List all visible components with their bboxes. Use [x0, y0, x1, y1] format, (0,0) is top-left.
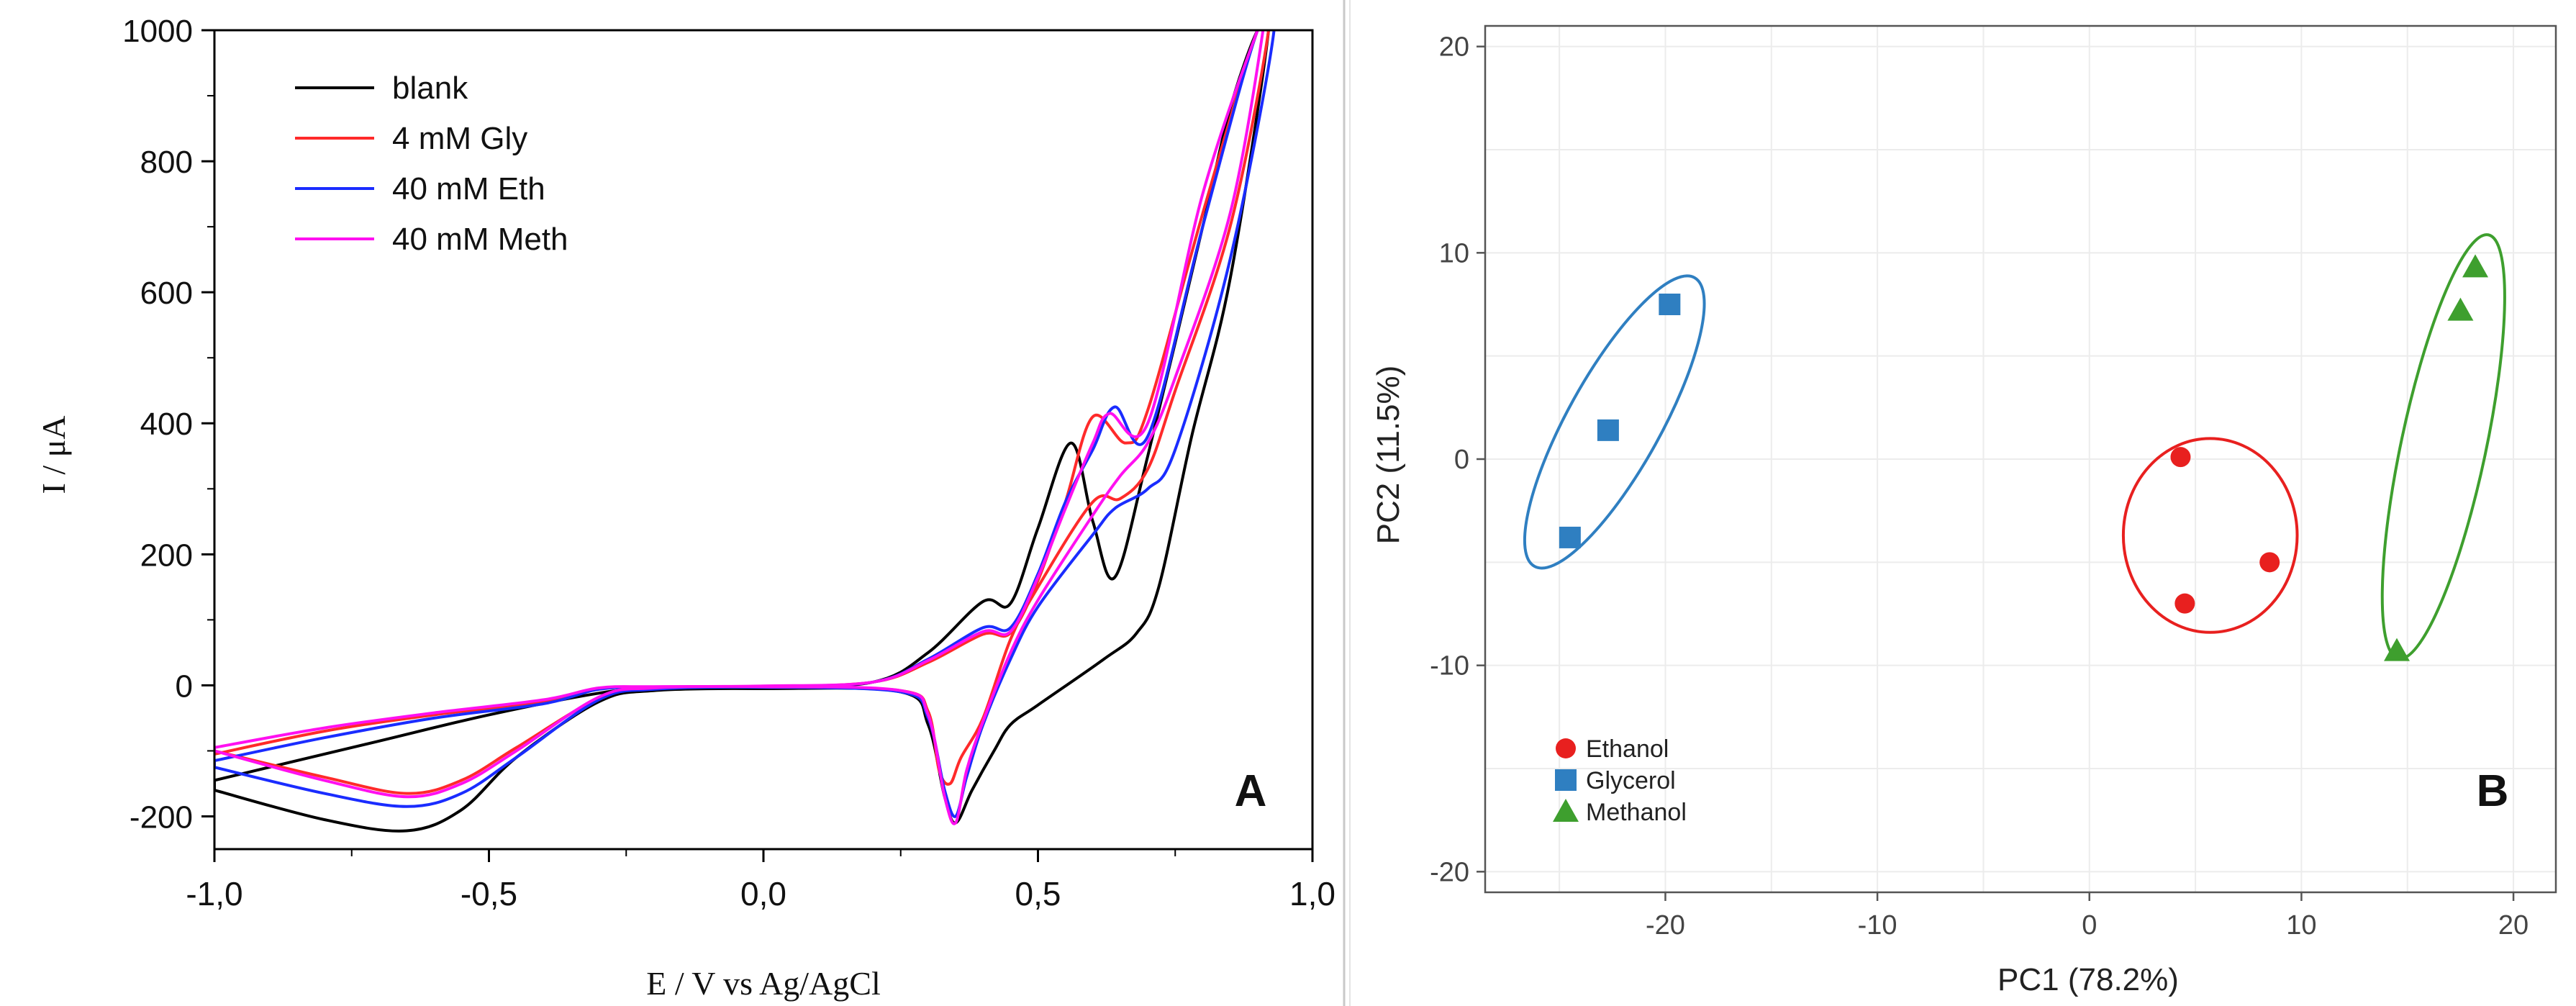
cv-legend-label-40-mm-meth: 40 mM Meth	[392, 222, 568, 257]
cv-series-40-mm-meth	[214, 30, 1265, 825]
pca-x-tick-label: -10	[1858, 910, 1897, 941]
cv-y-tick-label: 200	[140, 538, 193, 573]
cv-legend: blank 4 mM Gly 40 mM Eth 40 mM Meth	[295, 71, 568, 257]
cv-y-tick-label: 600	[140, 276, 193, 311]
cv-x-tick-label: -1,0	[186, 875, 242, 912]
pca-y-tick-label: 20	[1439, 32, 1469, 63]
cv-y-tick-label: 0	[176, 669, 193, 704]
pca-legend-marker-ethanol	[1556, 738, 1576, 758]
pca-x-axis-label: PC1 (78.2%)	[1997, 962, 2179, 997]
cv-y-tick-label: 1000	[122, 14, 193, 49]
pca-legend-marker-glycerol	[1555, 769, 1577, 791]
cv-legend-label-4-mm-gly: 4 mM Gly	[392, 121, 527, 156]
pca-point-glycerol	[1597, 419, 1619, 441]
pca-legend-label-ethanol: Ethanol	[1586, 735, 1669, 763]
pca-ellipse-ethanol	[2121, 437, 2299, 634]
chart-a: -1,0 -0,5 0,0 0,5 1,0 -200 0 200 400 600 800 1000 b…	[35, 14, 1335, 1002]
pca-point-ethanol	[2259, 552, 2280, 573]
cv-curves	[214, 30, 1276, 833]
pca-point-ethanol	[2170, 447, 2191, 468]
pca-point-ethanol	[2174, 593, 2195, 614]
cv-x-tick-label: 1,0	[1289, 875, 1335, 912]
cv-axes: -1,0 -0,5 0,0 0,5 1,0 -200 0 200 400 600 800 1000	[122, 14, 1335, 912]
cv-legend-label-blank: blank	[392, 71, 468, 106]
cv-x-tick-label: -0,5	[461, 875, 517, 912]
cv-y-tick-label: 400	[140, 407, 193, 442]
cv-plot-area	[214, 30, 1276, 833]
pca-y-tick-label: 0	[1454, 445, 1469, 475]
cv-x-axis-label: E / V vs Ag/AgCl	[646, 965, 880, 1002]
cv-y-tick-label: 800	[140, 145, 193, 180]
pca-point-methanol	[2447, 297, 2474, 321]
pca-plot-area	[1485, 26, 2556, 892]
pca-x-tick-label: 20	[2498, 910, 2529, 941]
cv-y-axis-label: I / μA	[35, 416, 72, 494]
cv-series-4-mm-gly	[214, 30, 1271, 795]
pca-x-tick-label: 10	[2286, 910, 2316, 941]
pca-point-methanol	[2384, 638, 2411, 661]
pca-y-tick-label: -10	[1430, 651, 1469, 681]
pca-y-tick-label: -20	[1430, 857, 1469, 887]
pca-x-tick-label: -20	[1646, 910, 1685, 941]
cv-series-blank	[214, 30, 1271, 833]
pca-axes: -20 -10 0 10 20 -20 -10 0 10 20	[1430, 24, 2557, 941]
pca-y-axis-label: PC2 (11.5%)	[1371, 366, 1406, 545]
cv-y-tick-label: -200	[130, 799, 193, 835]
pca-point-glycerol	[1559, 526, 1581, 548]
panel-label-b: B	[2477, 766, 2509, 816]
panel-label-a: A	[1235, 766, 1267, 816]
pca-point-methanol	[2462, 254, 2489, 278]
pca-legend-marker-methanol	[1553, 799, 1579, 822]
pca-y-tick-label: 10	[1439, 238, 1469, 268]
cv-x-tick-label: 0,0	[740, 875, 786, 912]
pca-legend-label-methanol: Methanol	[1586, 799, 1687, 826]
pca-legend: Ethanol Glycerol Methanol	[1553, 735, 1687, 826]
pca-ellipse-glycerol	[1523, 274, 1706, 570]
pca-legend-label-glycerol: Glycerol	[1586, 767, 1676, 794]
chart-b: -20 -10 0 10 20 -20 -10 0 10 20 Ethanol Glycerol Me…	[1371, 24, 2557, 997]
pca-point-glycerol	[1659, 294, 1681, 315]
cv-legend-label-40-mm-eth: 40 mM Eth	[392, 171, 545, 207]
cv-x-tick-label: 0,5	[1015, 875, 1061, 912]
cv-series-40-mm-eth	[214, 30, 1276, 818]
pca-x-tick-label: 0	[2082, 910, 2097, 941]
